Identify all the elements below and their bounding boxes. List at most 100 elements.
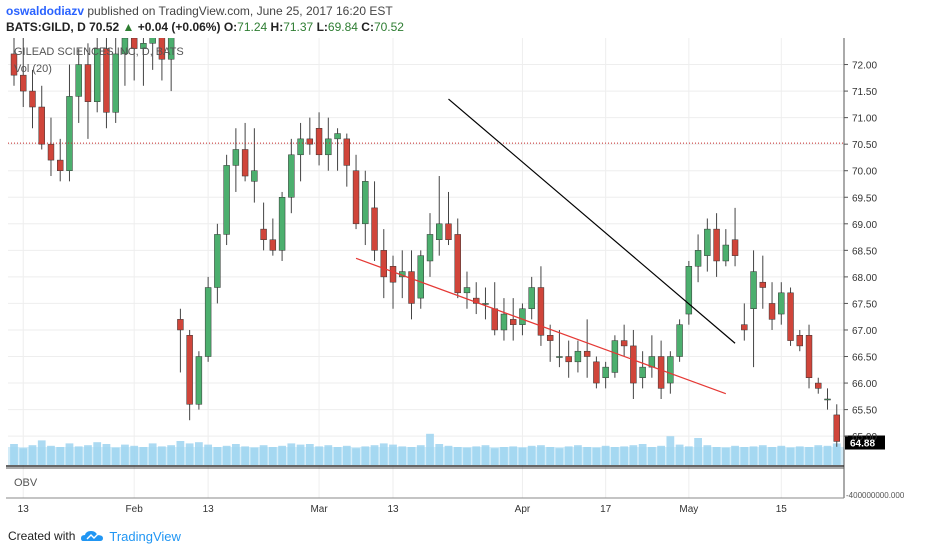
candlestick-chart[interactable]: 64.88 GILEAD SCIENCES INC, D, BATS Vol (… <box>6 16 926 520</box>
candle[interactable] <box>546 324 554 362</box>
candle[interactable] <box>343 133 351 187</box>
candle-body-up <box>482 303 489 305</box>
candle[interactable] <box>241 122 249 182</box>
candles[interactable] <box>10 16 840 447</box>
candle[interactable] <box>500 298 508 341</box>
candle[interactable] <box>371 181 378 261</box>
candle[interactable] <box>288 138 295 214</box>
candle[interactable] <box>103 27 110 129</box>
candle[interactable] <box>195 351 203 410</box>
candle[interactable] <box>278 191 286 261</box>
candle[interactable] <box>352 154 360 230</box>
candle[interactable] <box>667 351 674 394</box>
volume-bar <box>185 443 194 465</box>
candle[interactable] <box>38 85 45 150</box>
author-link[interactable]: oswaldodiazv <box>6 4 85 18</box>
candle[interactable] <box>334 128 341 171</box>
price-tick-label: 70.50 <box>852 140 877 151</box>
tradingview-brand-link[interactable]: TradingView <box>109 528 181 544</box>
wedge-lower-trendline <box>355 257 727 395</box>
candle[interactable] <box>408 250 415 320</box>
candle[interactable] <box>593 356 600 389</box>
candle[interactable] <box>482 287 489 320</box>
candle[interactable] <box>380 229 387 299</box>
candle[interactable] <box>66 64 73 182</box>
candle[interactable] <box>741 303 748 341</box>
volume-bar <box>657 445 665 465</box>
candle[interactable] <box>556 329 563 368</box>
candle[interactable] <box>824 388 831 410</box>
volume-bar <box>250 447 259 465</box>
candle[interactable] <box>778 282 785 325</box>
candle-body-up <box>436 223 443 240</box>
candle[interactable] <box>223 154 230 246</box>
candle[interactable] <box>463 271 471 309</box>
candle[interactable] <box>269 218 277 256</box>
candle[interactable] <box>214 223 221 304</box>
candle[interactable] <box>759 255 767 309</box>
candle[interactable] <box>297 122 304 182</box>
candle[interactable] <box>454 218 461 299</box>
candle[interactable] <box>251 128 258 203</box>
candle[interactable] <box>260 202 267 251</box>
candle[interactable] <box>362 170 369 246</box>
candle[interactable] <box>112 38 119 123</box>
candle[interactable] <box>685 260 693 325</box>
candle[interactable] <box>389 255 397 309</box>
candle[interactable] <box>417 250 424 309</box>
volume-bar <box>342 445 351 465</box>
candle[interactable] <box>426 213 434 277</box>
obv-label: OBV <box>14 477 38 489</box>
volume-bar <box>786 447 795 465</box>
candle[interactable] <box>306 117 314 155</box>
candle[interactable] <box>75 48 82 123</box>
candle[interactable] <box>833 404 840 447</box>
volume-bar <box>601 445 610 465</box>
volume-bar <box>352 448 360 465</box>
volume-bar <box>324 445 333 465</box>
candle[interactable] <box>84 43 92 139</box>
candle[interactable] <box>630 329 637 399</box>
candle[interactable] <box>93 32 101 113</box>
candle[interactable] <box>574 340 582 373</box>
candle[interactable] <box>787 287 794 346</box>
candle[interactable] <box>676 319 683 362</box>
candle[interactable] <box>537 266 545 346</box>
candle[interactable] <box>620 324 628 357</box>
candle[interactable] <box>509 298 517 341</box>
candle[interactable] <box>583 319 591 378</box>
candle-body-up <box>112 53 119 113</box>
candle[interactable] <box>602 361 609 389</box>
volume-bar <box>518 447 527 465</box>
candle[interactable] <box>815 377 822 394</box>
candle[interactable] <box>704 218 711 272</box>
candle[interactable] <box>611 335 619 378</box>
candle[interactable] <box>565 340 572 378</box>
candle[interactable] <box>177 308 184 373</box>
candle[interactable] <box>47 117 55 177</box>
candle[interactable] <box>768 282 776 330</box>
chart-container[interactable]: 64.88 GILEAD SCIENCES INC, D, BATS Vol (… <box>6 16 926 520</box>
candle[interactable] <box>315 112 323 166</box>
candle[interactable] <box>445 191 452 246</box>
candle[interactable] <box>805 324 813 389</box>
candle-body-down <box>759 281 767 288</box>
candle[interactable] <box>140 32 147 86</box>
candle[interactable] <box>639 351 646 389</box>
candle[interactable] <box>722 229 730 267</box>
candle[interactable] <box>186 329 193 421</box>
candle[interactable] <box>713 213 720 277</box>
candle[interactable] <box>731 207 739 267</box>
volume-bar <box>444 445 453 465</box>
candle[interactable] <box>528 276 535 320</box>
candle[interactable] <box>694 234 702 283</box>
candle[interactable] <box>796 329 803 352</box>
candle[interactable] <box>436 176 443 256</box>
candle[interactable] <box>57 138 64 182</box>
candle[interactable] <box>325 117 332 171</box>
candle[interactable] <box>232 128 240 192</box>
candle[interactable] <box>204 276 212 362</box>
candle[interactable] <box>29 69 36 129</box>
candle[interactable] <box>750 250 757 368</box>
candle[interactable] <box>20 38 27 108</box>
